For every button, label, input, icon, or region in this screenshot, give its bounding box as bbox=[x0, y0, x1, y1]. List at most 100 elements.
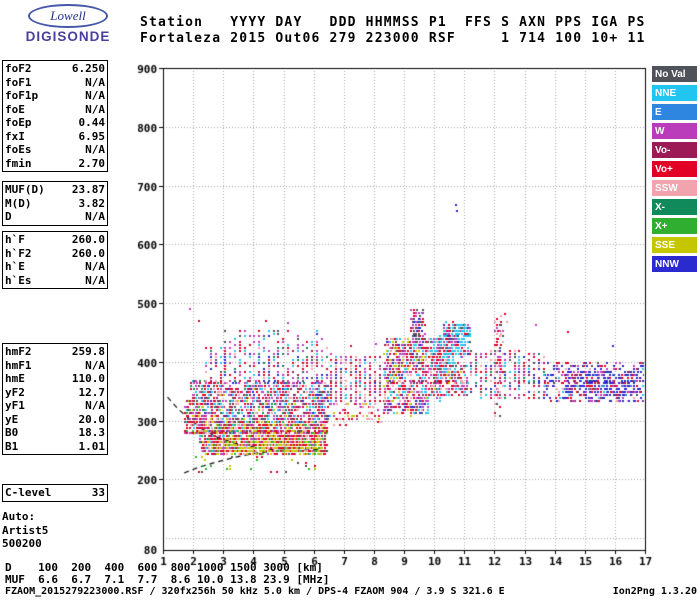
ionogram-plot-canvas bbox=[125, 58, 670, 573]
legend-item-w: W bbox=[652, 123, 697, 139]
param-group-2: h`F 260.0 h`F2 260.0 h`E N/A h`Es N/A bbox=[2, 231, 108, 289]
param-value: N/A bbox=[85, 102, 105, 116]
param-label: yE bbox=[5, 412, 19, 426]
param-row-yf1: yF1 N/A bbox=[5, 399, 105, 413]
param-label: foEp bbox=[5, 116, 32, 129]
legend-item-nnw: NNW bbox=[652, 256, 697, 272]
param-label: hmE bbox=[5, 372, 25, 385]
param-label: 500200 bbox=[2, 537, 42, 550]
param-value: 0.44 bbox=[78, 116, 106, 129]
param-label: h`E bbox=[5, 260, 25, 273]
param-group-5: Auto: Artist5 500200 bbox=[2, 510, 108, 551]
param-value: 260.0 bbox=[71, 233, 105, 246]
param-row-fof1: foF1 N/A bbox=[5, 76, 105, 90]
legend-item-no-val: No Val bbox=[652, 66, 697, 82]
distance-row: D 100 200 400 600 800 1000 1500 3000 [km… bbox=[5, 561, 323, 574]
param-value: 23.87 bbox=[71, 183, 105, 196]
param-label: fmin bbox=[5, 156, 32, 170]
direction-legend: No Val NNE E W Vo- Vo+ SSW X- X+ SSE NNW bbox=[652, 66, 697, 275]
logo-lowell-text: Lowell bbox=[50, 8, 86, 23]
header-values-line: Fortaleza 2015 Out06 279 223000 RSF 1 71… bbox=[140, 31, 646, 46]
param-row-d: D N/A bbox=[5, 210, 105, 224]
param-row-h-e: h`E N/A bbox=[5, 260, 105, 274]
param-group-0: foF2 6.250 foF1 N/A foF1p N/A foE N/A foEp 0.44 fx… bbox=[2, 60, 108, 172]
param-label: yF2 bbox=[5, 385, 25, 399]
legend-item-sse: SSE bbox=[652, 237, 697, 253]
param-label: fxI bbox=[5, 129, 25, 143]
param-label: B1 bbox=[5, 439, 19, 453]
param-label: Artist5 bbox=[2, 523, 49, 537]
param-value: N/A bbox=[85, 75, 105, 89]
param-label: h`F bbox=[5, 233, 25, 246]
lowell-logo-oval: Lowell bbox=[28, 4, 108, 28]
param-row-500200: 500200 bbox=[2, 537, 108, 551]
param-value: 6.250 bbox=[71, 62, 105, 75]
param-row-fmin: fmin 2.70 bbox=[5, 157, 105, 171]
param-group-1: MUF(D) 23.87 M(D) 3.82 D N/A bbox=[2, 181, 108, 226]
param-label: B0 bbox=[5, 426, 19, 439]
param-row-c-level: C-level 33 bbox=[5, 486, 105, 500]
param-label: foEs bbox=[5, 143, 32, 156]
param-row-foes: foEs N/A bbox=[5, 143, 105, 157]
legend-item-x+: X+ bbox=[652, 218, 697, 234]
param-label: foF1 bbox=[5, 75, 32, 89]
param-label: h`F2 bbox=[5, 246, 32, 260]
param-row-fxi: fxI 6.95 bbox=[5, 130, 105, 144]
logo-digisonde-text: DIGISONDE bbox=[25, 29, 111, 44]
param-label: foF2 bbox=[5, 62, 32, 75]
param-row-h-f2: h`F2 260.0 bbox=[5, 247, 105, 261]
param-value: 260.0 bbox=[71, 246, 105, 260]
param-value: 6.95 bbox=[78, 129, 106, 143]
status-version-text: Ion2Png 1.3.20 bbox=[612, 586, 697, 597]
param-value: 2.70 bbox=[78, 156, 106, 170]
param-row-foe: foE N/A bbox=[5, 103, 105, 117]
param-value: 33 bbox=[91, 486, 105, 499]
param-value: N/A bbox=[85, 210, 105, 223]
station-header: Station YYYY DAY DDD HHMMSS P1 FFS S AXN… bbox=[140, 15, 646, 47]
param-value: 12.7 bbox=[78, 385, 106, 399]
param-row-yf2: yF2 12.7 bbox=[5, 386, 105, 400]
param-row-h-f: h`F 260.0 bbox=[5, 233, 105, 247]
param-row-artist5: Artist5 bbox=[2, 524, 108, 538]
param-label: foF1p bbox=[5, 89, 39, 102]
digisonde-logo: Lowell DIGISONDE bbox=[8, 4, 128, 44]
param-row-fof1p: foF1p N/A bbox=[5, 89, 105, 103]
status-bar: FZAOM_2015279223000.RSF / 320fx256h 50 k… bbox=[5, 586, 697, 597]
param-value: N/A bbox=[85, 273, 105, 287]
legend-item-ssw: SSW bbox=[652, 180, 697, 196]
muf-row: MUF 6.6 6.7 7.1 7.7 8.6 10.0 13.8 23.9 [… bbox=[5, 573, 330, 586]
legend-item-vo+: Vo+ bbox=[652, 161, 697, 177]
param-row-b1: B1 1.01 bbox=[5, 440, 105, 454]
param-group-3: hmF2 259.8 hmF1 N/A hmE 110.0 yF2 12.7 yF1 N/A yE 2… bbox=[2, 343, 108, 455]
param-label: Auto: bbox=[2, 510, 36, 523]
param-label: M(D) bbox=[5, 196, 32, 210]
param-label: C-level bbox=[5, 486, 52, 499]
param-row-ye: yE 20.0 bbox=[5, 413, 105, 427]
legend-item-nne: NNE bbox=[652, 85, 697, 101]
param-row-auto: Auto: bbox=[2, 510, 108, 524]
param-label: hmF2 bbox=[5, 345, 32, 358]
param-row-hmf2: hmF2 259.8 bbox=[5, 345, 105, 359]
param-label: MUF(D) bbox=[5, 183, 45, 196]
param-row-b0: B0 18.3 bbox=[5, 426, 105, 440]
param-value: N/A bbox=[85, 260, 105, 273]
param-row-m-d: M(D) 3.82 bbox=[5, 197, 105, 211]
legend-item-vo-: Vo- bbox=[652, 142, 697, 158]
legend-item-x-: X- bbox=[652, 199, 697, 215]
param-row-h-es: h`Es N/A bbox=[5, 274, 105, 288]
param-value: 1.01 bbox=[78, 439, 106, 453]
param-value: 3.82 bbox=[78, 196, 106, 210]
param-value: 259.8 bbox=[71, 345, 105, 358]
param-row-hmf1: hmF1 N/A bbox=[5, 359, 105, 373]
header-columns-line: Station YYYY DAY DDD HHMMSS P1 FFS S AXN… bbox=[140, 15, 646, 30]
param-value: 110.0 bbox=[71, 372, 105, 385]
param-value: N/A bbox=[85, 143, 105, 156]
param-row-foep: foEp 0.44 bbox=[5, 116, 105, 130]
param-value: 20.0 bbox=[78, 412, 106, 426]
param-row-fof2: foF2 6.250 bbox=[5, 62, 105, 76]
param-row-muf-d: MUF(D) 23.87 bbox=[5, 183, 105, 197]
param-row-hme: hmE 110.0 bbox=[5, 372, 105, 386]
param-label: foE bbox=[5, 102, 25, 116]
param-label: D bbox=[5, 210, 12, 223]
